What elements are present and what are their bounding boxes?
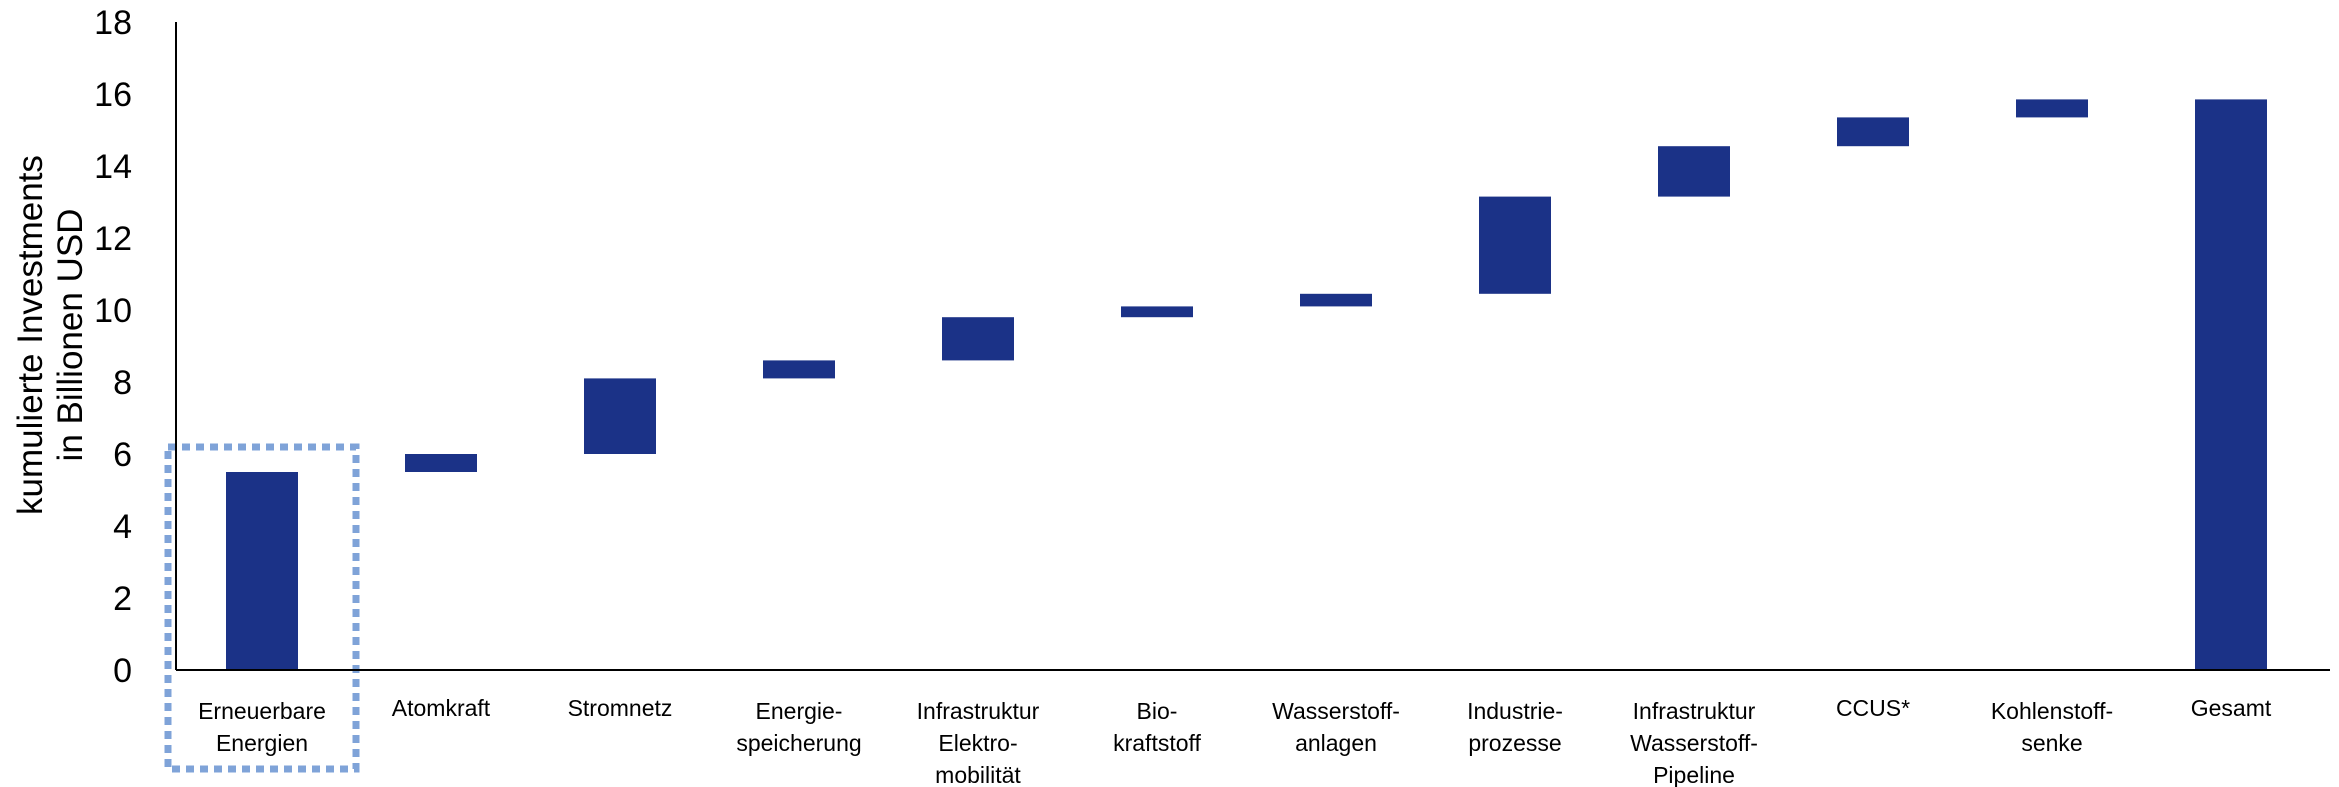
x-category-label: Atomkraft <box>392 695 491 721</box>
y-tick-label: 2 <box>113 580 132 618</box>
y-tick-label: 8 <box>113 364 132 402</box>
bar-industrie-prozesse <box>1479 196 1551 294</box>
x-category-label-line: Kohlenstoff- <box>1991 698 2113 724</box>
y-tick-label: 6 <box>113 436 132 474</box>
y-tick-label: 0 <box>113 652 132 690</box>
x-category-label: Kohlenstoff-senke <box>1991 698 2113 756</box>
x-category-label-line: anlagen <box>1295 730 1377 756</box>
bar-kohlenstoff-senke <box>2016 99 2088 118</box>
x-category-label-line: Atomkraft <box>392 695 491 721</box>
bars <box>226 99 2267 670</box>
x-category-label-line: Stromnetz <box>568 695 673 721</box>
x-axis-labels: Erneuerbare Energien Atomkraft Stromnetz Ene… <box>198 695 2272 787</box>
x-category-label: Industrie-prozesse <box>1467 698 1563 756</box>
x-category-label: Infrastruktur Wasserstoff- Pipeline <box>1630 698 1758 787</box>
x-category-label: Infrastruktur Elektro-mobilität <box>917 698 1040 787</box>
x-category-label-line: prozesse <box>1468 730 1561 756</box>
bar-energie-speicherung <box>763 360 835 379</box>
bar-bio-kraftstoff <box>1121 306 1193 318</box>
y-tick-label: 18 <box>94 4 132 42</box>
x-category-label: Gesamt <box>2191 695 2272 721</box>
y-tick-label: 12 <box>94 220 132 258</box>
x-category-label-line: mobilität <box>935 762 1021 787</box>
y-tick-label: 16 <box>94 76 132 114</box>
bar-wasserstoff-anlagen <box>1300 293 1372 307</box>
bar-stromnetz <box>584 378 656 454</box>
x-category-label: Bio-kraftstoff <box>1113 698 1201 756</box>
y-axis-ticks: 0 2 4 6 8 10 12 14 16 18 <box>94 4 132 690</box>
highlight-box <box>164 443 360 773</box>
x-category-label-line: Wasserstoff- <box>1272 698 1400 724</box>
x-category-label-line: Industrie- <box>1467 698 1563 724</box>
x-category-label-line: CCUS* <box>1836 695 1910 721</box>
x-category-label: CCUS* <box>1836 695 1910 721</box>
bar-ccus- <box>1837 117 1909 147</box>
x-category-label-line: Energien <box>216 730 308 756</box>
highlight-box-group <box>164 443 360 773</box>
x-category-label-line: speicherung <box>736 730 861 756</box>
bar-atomkraft <box>405 454 477 472</box>
x-category-label-line: senke <box>2021 730 2082 756</box>
x-category-label-line: Bio- <box>1137 698 1178 724</box>
y-axis-title-line-1: kumulierte Investments <box>11 155 50 515</box>
bar-infrastrukturwasserstoff-pipeline <box>1658 146 1730 197</box>
bar-gesamt <box>2195 99 2267 670</box>
x-category-label-line: Gesamt <box>2191 695 2272 721</box>
x-category-label-line: Erneuerbare <box>198 698 326 724</box>
x-category-label: Erneuerbare Energien <box>198 698 326 756</box>
y-tick-label: 10 <box>94 292 132 330</box>
y-axis-title: kumulierte Investments in Billionen USD <box>11 155 90 515</box>
x-category-label-line: Wasserstoff- <box>1630 730 1758 756</box>
x-category-label-line: Pipeline <box>1653 762 1735 787</box>
x-category-label-line: Elektro- <box>938 730 1017 756</box>
bar-erneuerbareenergien <box>226 472 298 670</box>
x-category-label-line: kraftstoff <box>1113 730 1201 756</box>
bar-infrastrukturelektro-mobilit-t <box>942 317 1014 361</box>
x-category-label: Wasserstoff-anlagen <box>1272 698 1400 756</box>
y-tick-label: 4 <box>113 508 132 546</box>
x-category-label-line: Infrastruktur <box>1633 698 1756 724</box>
x-category-label: Energie-speicherung <box>736 698 861 756</box>
x-category-label: Stromnetz <box>568 695 673 721</box>
y-tick-label: 14 <box>94 148 132 186</box>
y-axis-title-line-2: in Billionen USD <box>51 209 90 462</box>
x-category-label-line: Infrastruktur <box>917 698 1040 724</box>
x-category-label-line: Energie- <box>756 698 843 724</box>
axes <box>175 22 2330 671</box>
